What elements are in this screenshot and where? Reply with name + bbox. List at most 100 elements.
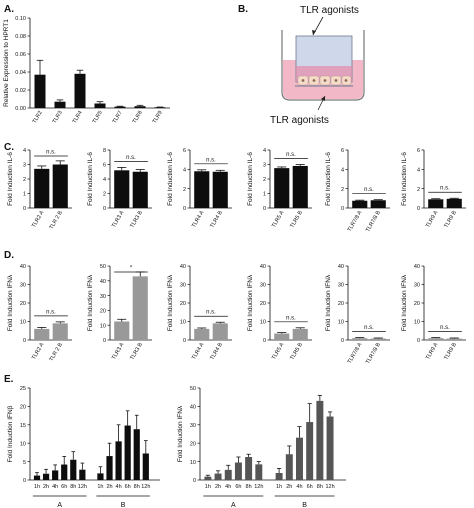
x-tick-label: 6h [235, 484, 241, 490]
bar [42, 473, 50, 480]
chart-c4: 0 1 2 3 4 Fold Induction IL-6 TLR5 A TLR5 B n.s. [247, 148, 312, 229]
bar [194, 328, 210, 340]
x-tick-label: TLR2 A [31, 342, 46, 361]
bar [133, 429, 140, 480]
bar [97, 473, 104, 480]
y-axis-label: Fold Induction IL-6 [87, 152, 94, 206]
x-tick-label: 4h [225, 484, 231, 490]
significance-label: * [130, 266, 133, 272]
x-tick-label: TLR5 A [271, 210, 286, 229]
y-tick-label: 0 [23, 478, 26, 484]
x-tick-label: 2h [106, 484, 112, 490]
x-tick-label: TLR8 [132, 110, 144, 125]
y-tick-label: 4 [341, 168, 344, 174]
y-tick-label: 30 [260, 283, 266, 289]
y-tick-label: 4 [263, 148, 266, 154]
x-tick-label: TLR7/8 B [365, 210, 382, 233]
x-tick-label: TLR2 A [31, 210, 46, 229]
y-tick-label: 30 [414, 283, 420, 289]
x-tick-label: 8h [246, 484, 252, 490]
panel-label-b: B. [238, 4, 248, 15]
x-tick-label: 2h [43, 484, 49, 490]
bar [94, 103, 106, 108]
y-tick-label: 40 [190, 405, 196, 411]
y-tick-label: 0 [103, 206, 106, 212]
x-tick-label: TLR9 B [443, 342, 458, 361]
panel-label-a: A. [4, 4, 14, 15]
y-axis-label: Fold Induction IFNλ [401, 274, 408, 331]
y-tick-label: 0.02 [15, 88, 26, 94]
x-tick-label: 8h [317, 484, 323, 490]
y-tick-label: 10 [100, 323, 106, 329]
y-tick-label: 0 [103, 338, 106, 344]
panel-label-e: E. [4, 374, 14, 385]
x-tick-label: TLR3 A [111, 210, 126, 229]
y-tick-label: 3 [263, 163, 266, 169]
bar [114, 170, 130, 208]
significance-label: n.s. [46, 309, 56, 315]
bar [292, 165, 308, 208]
y-tick-label: 2 [417, 187, 420, 193]
y-axis-label: Fold Induction IFNλ [247, 274, 254, 331]
chart-c5: 0 2 4 6 Fold Induction IL-6 TLR7/8 A TLR7/8 B n… [325, 148, 390, 233]
x-tick-label: TLR9 A [425, 342, 440, 361]
bar [124, 425, 131, 480]
bar [326, 416, 334, 480]
significance-label: n.s. [206, 310, 216, 316]
y-tick-label: 20 [20, 405, 26, 411]
group-label: A [231, 502, 236, 508]
y-tick-label: 0.10 [15, 16, 26, 22]
x-tick-label: 2h [215, 484, 221, 490]
y-tick-label: 6 [417, 148, 420, 154]
bar [446, 338, 462, 340]
y-tick-label: 4 [23, 148, 26, 154]
y-tick-label: 4 [103, 177, 106, 183]
chart-d6: 0 10 20 30 40 Fold Induction IFNλ TLR9 A TLR9 B… [401, 264, 466, 361]
y-tick-label: 0 [23, 206, 26, 212]
bar [52, 164, 68, 208]
x-tick-label: TLR7/8 A [347, 342, 364, 365]
x-tick-label: TLR5 B [289, 210, 304, 229]
significance-label: n.s. [46, 150, 56, 156]
y-tick-label: 0 [341, 338, 344, 344]
y-tick-label: 40 [100, 279, 106, 285]
significance-label: n.s. [206, 157, 216, 163]
y-tick-label: 0 [263, 338, 266, 344]
diagram-top-label: TLR agonists [300, 5, 359, 16]
y-tick-label: 6 [183, 148, 186, 154]
y-tick-label: 30 [338, 283, 344, 289]
chart-d5: 0 10 20 30 40 Fold Induction IFNλ TLR7/8 A TLR7… [325, 264, 390, 365]
y-tick-label: 50 [190, 386, 196, 392]
bar [134, 106, 146, 108]
bar [275, 473, 283, 480]
bar [70, 459, 77, 480]
bar [370, 338, 386, 340]
y-tick-label: 0 [183, 338, 186, 344]
x-tick-label: TLR7 [112, 110, 124, 125]
bar [245, 457, 253, 480]
x-tick-label: TLR3 B [129, 342, 144, 361]
chart-d1: 0 10 20 30 40 Fold Induction IFNλ TLR2 A TLR 2 … [7, 264, 72, 362]
chart-e2: 0 10 20 30 40 50 Fold Induction IFNλ 1h 2h 4h 6h 8h… [177, 386, 346, 508]
x-tick-label: TLR4 B [209, 342, 224, 361]
bar [255, 464, 263, 480]
x-tick-label: 6h [125, 484, 131, 490]
bar [234, 462, 242, 480]
y-tick-label: 10 [20, 441, 26, 447]
bar [214, 473, 222, 480]
y-tick-label: 10 [180, 320, 186, 326]
significance-label: n.s. [364, 187, 374, 193]
bar [204, 476, 212, 480]
y-tick-label: 5 [23, 460, 26, 466]
x-tick-label: 4h [116, 484, 122, 490]
y-tick-label: 4 [417, 168, 420, 174]
y-tick-label: 6 [103, 163, 106, 169]
x-tick-label: TLR5 A [271, 342, 286, 361]
y-tick-label: 30 [180, 283, 186, 289]
panel-label-d: D. [4, 250, 14, 261]
bar [115, 441, 122, 480]
x-tick-label: TLR7/8 A [347, 210, 364, 233]
x-tick-label: 12h [78, 484, 87, 490]
bar [52, 323, 68, 340]
chart-d2: 0 10 20 30 40 50 Fold Induction IFNλ TLR3 A TLR3… [87, 264, 152, 361]
